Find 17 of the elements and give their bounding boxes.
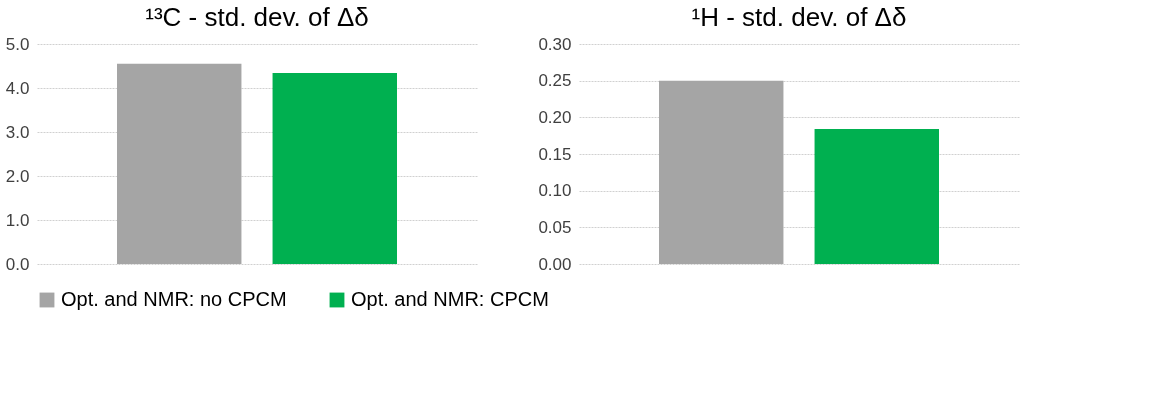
y-tick-label: 0.05: [538, 217, 572, 237]
y-tick-label: 2.0: [5, 166, 30, 186]
y-tick-label: 0.0: [5, 254, 30, 274]
y-tick-label: 0.20: [538, 107, 572, 127]
chart-title: ¹³C - std. dev. of Δδ: [145, 2, 369, 32]
legend-label: Opt. and NMR: no CPCM: [61, 288, 287, 310]
y-tick-label: 5.0: [5, 34, 30, 54]
y-tick-label: 0.15: [538, 144, 572, 164]
chart-title: ¹H - std. dev. of Δδ: [691, 2, 907, 32]
y-tick-label: 0.30: [538, 34, 572, 54]
legend-label: Opt. and NMR: CPCM: [351, 288, 549, 310]
y-tick-label: 1.0: [5, 210, 30, 230]
y-tick-label: 0.00: [538, 254, 572, 274]
y-tick-label: 0.25: [538, 71, 572, 91]
y-tick-label: 0.10: [538, 181, 572, 201]
y-tick-label: 3.0: [5, 122, 30, 142]
y-tick-label: 4.0: [5, 78, 30, 98]
